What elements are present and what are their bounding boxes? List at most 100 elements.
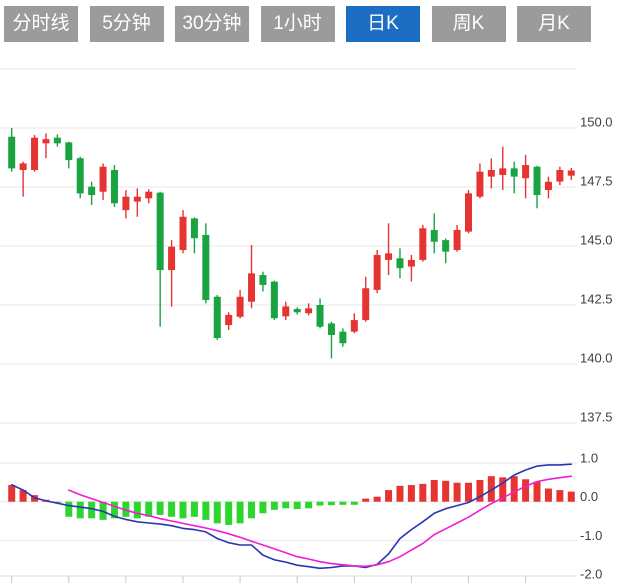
candle-body [453,229,461,251]
macd-histogram-bar [556,490,564,502]
candle-body [236,296,244,317]
macd-axis-label: -1.0 [580,528,602,543]
macd-histogram-bar [202,501,210,520]
candle-body [179,216,187,251]
macd-histogram-bar [88,501,96,519]
macd-histogram-bar [305,501,313,509]
tab-30min[interactable]: 30分钟 [175,6,249,42]
tab-1hour[interactable]: 1小时 [260,6,335,42]
macd-histogram-bar [567,491,575,502]
candle-body [419,228,427,260]
candle-body [487,170,495,177]
candle-body [99,166,107,192]
tab-monthly-k[interactable]: 月K [517,6,591,42]
macd-histogram-bar [122,501,130,517]
candle-body [362,288,370,321]
macd-histogram-bar [327,501,335,506]
candle-body [122,196,130,211]
macd-histogram-bar [362,498,370,502]
candle-body [156,192,164,271]
macd-histogram-bar [179,501,187,519]
candle-body [556,170,564,182]
candle-body [65,142,73,161]
candle-body [133,196,141,202]
tab-daily-k[interactable]: 日K [346,6,420,42]
candle-body [316,305,324,327]
tab-5min[interactable]: 5分钟 [89,6,164,42]
macd-histogram-bar [236,501,244,524]
macd-histogram-bar [419,483,427,502]
candle-body [327,323,335,335]
candle-body [442,240,450,252]
macd-histogram-bar [19,490,27,502]
macd-histogram-bar [259,501,267,514]
macd-histogram-bar [544,488,552,502]
macd-histogram-bar [533,481,541,502]
macd-axis-label: 0.0 [580,489,598,504]
candle-body [533,166,541,196]
macd-histogram-bar [248,501,256,519]
tab-weekly-k[interactable]: 周K [431,6,506,42]
period-tabbar: 分时线 5分钟 30分钟 1小时 日K 周K 月K [4,6,591,42]
candle-body [259,275,267,285]
candle-body [213,296,221,339]
macd-histogram-bar [133,501,141,519]
macd-histogram-bar [487,476,495,502]
macd-histogram-bar [270,501,278,510]
macd-histogram-bar [76,501,84,519]
candle-body [522,165,530,179]
macd-histogram-bar [213,501,221,524]
candle-body [53,137,61,144]
macd-axis-label: -2.0 [580,567,602,582]
macd-histogram-bar [110,501,118,519]
candle-body [168,246,176,271]
macd-histogram-bar [522,479,530,502]
tab-timeline[interactable]: 分时线 [4,6,78,42]
macd-histogram-bar [476,480,484,502]
candle-body [19,163,27,171]
macd-histogram-bar [350,501,358,505]
candle-body [202,234,210,301]
macd-histogram-bar [510,476,518,502]
candle-body [407,259,415,267]
candle-body [282,306,290,317]
candle-body [42,139,50,144]
price-axis-label: 140.0 [580,351,613,366]
price-axis-label: 137.5 [580,410,613,425]
macd-dif-line [10,463,573,570]
candle-body [225,314,233,326]
macd-histogram-bar [293,501,301,510]
candle-body [339,331,347,344]
candle-body [190,218,198,239]
macd-histogram-bar [168,501,176,517]
macd-dea-line [68,475,573,568]
candle-body [8,136,16,169]
macd-histogram-bar [53,501,61,503]
macd-histogram-bar [385,490,393,502]
candle-body [567,170,575,176]
candle-body [110,170,118,204]
candle-body [499,168,507,175]
macd-histogram-bar [145,501,153,517]
candle-body [305,308,313,314]
price-axis-label: 145.0 [580,233,613,248]
macd-histogram-bar [282,501,290,509]
candle-body [270,281,278,319]
macd-axis-label: 1.0 [580,451,598,466]
candle-body [430,229,438,242]
macd-histogram-bar [316,501,324,506]
candle-body [510,168,518,177]
macd-histogram-bar [190,501,198,517]
candle-body [465,193,472,232]
candle-body [76,158,84,194]
macd-histogram-bar [442,480,450,502]
macd-histogram-bar [453,482,461,502]
macd-histogram-bar [156,501,164,515]
candle-body [396,258,404,269]
macd-histogram-bar [407,485,415,502]
macd-histogram-bar [8,485,16,502]
macd-histogram-bar [373,496,381,502]
candle-body [476,171,484,197]
price-axis-label: 142.5 [580,292,613,307]
